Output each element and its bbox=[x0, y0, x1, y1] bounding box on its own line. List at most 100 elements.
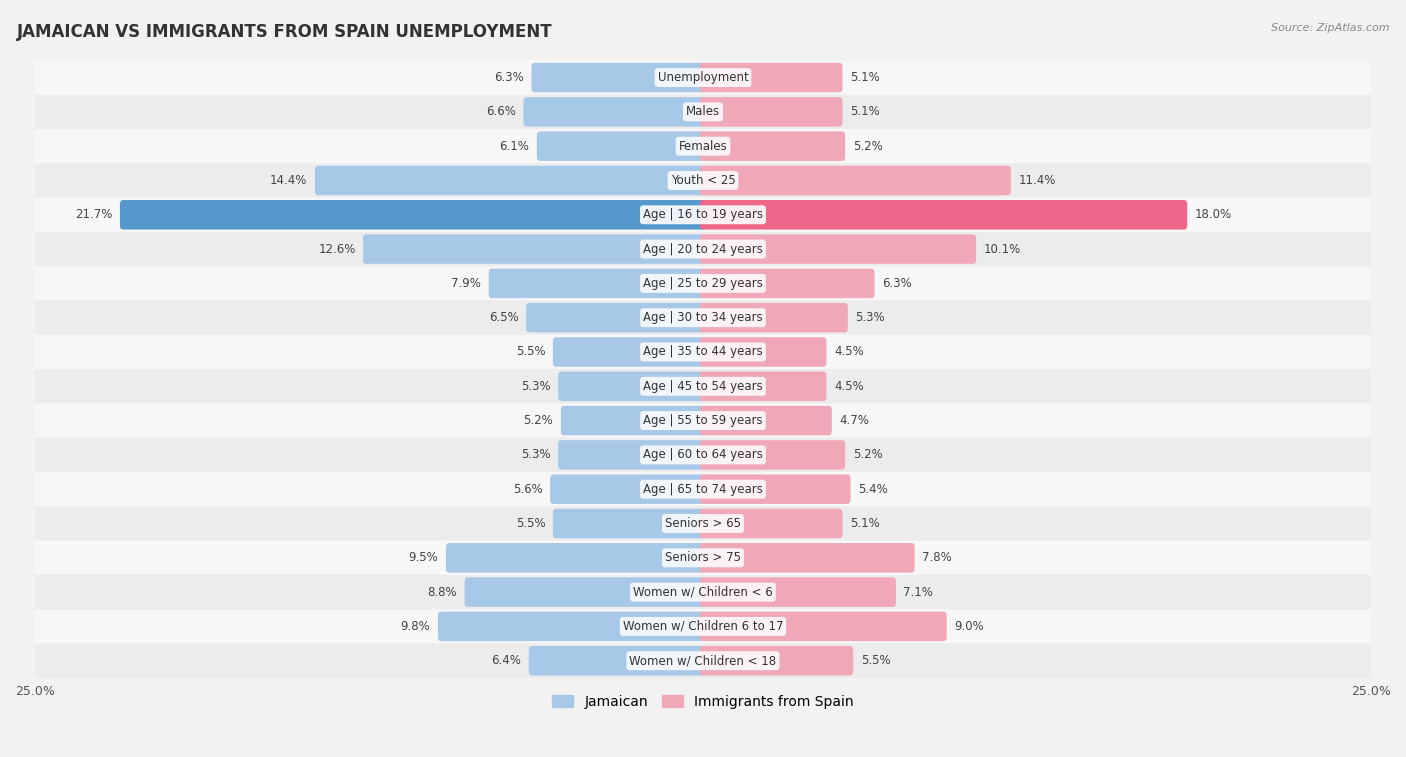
FancyBboxPatch shape bbox=[537, 132, 706, 161]
Text: Seniors > 65: Seniors > 65 bbox=[665, 517, 741, 530]
Text: 9.0%: 9.0% bbox=[955, 620, 984, 633]
Text: 14.4%: 14.4% bbox=[270, 174, 308, 187]
FancyBboxPatch shape bbox=[700, 235, 976, 264]
Text: Age | 55 to 59 years: Age | 55 to 59 years bbox=[643, 414, 763, 427]
FancyBboxPatch shape bbox=[529, 646, 706, 675]
FancyBboxPatch shape bbox=[35, 198, 1371, 232]
Text: 5.3%: 5.3% bbox=[855, 311, 884, 324]
Text: 7.8%: 7.8% bbox=[922, 551, 952, 564]
Text: Women w/ Children < 6: Women w/ Children < 6 bbox=[633, 586, 773, 599]
FancyBboxPatch shape bbox=[700, 475, 851, 504]
Text: Males: Males bbox=[686, 105, 720, 118]
Text: 4.5%: 4.5% bbox=[834, 345, 863, 359]
FancyBboxPatch shape bbox=[558, 372, 706, 401]
Text: 5.3%: 5.3% bbox=[522, 448, 551, 462]
Text: 18.0%: 18.0% bbox=[1195, 208, 1232, 221]
FancyBboxPatch shape bbox=[531, 63, 706, 92]
FancyBboxPatch shape bbox=[120, 200, 706, 229]
FancyBboxPatch shape bbox=[700, 303, 848, 332]
Text: 6.3%: 6.3% bbox=[882, 277, 911, 290]
Text: 5.5%: 5.5% bbox=[516, 517, 546, 530]
FancyBboxPatch shape bbox=[35, 95, 1371, 129]
FancyBboxPatch shape bbox=[700, 509, 842, 538]
FancyBboxPatch shape bbox=[35, 369, 1371, 403]
Text: Unemployment: Unemployment bbox=[658, 71, 748, 84]
Text: 5.5%: 5.5% bbox=[860, 654, 890, 667]
Text: Source: ZipAtlas.com: Source: ZipAtlas.com bbox=[1271, 23, 1389, 33]
FancyBboxPatch shape bbox=[523, 97, 706, 126]
FancyBboxPatch shape bbox=[700, 543, 915, 572]
FancyBboxPatch shape bbox=[315, 166, 706, 195]
Text: 5.1%: 5.1% bbox=[851, 71, 880, 84]
Text: 5.2%: 5.2% bbox=[852, 140, 883, 153]
FancyBboxPatch shape bbox=[437, 612, 706, 641]
Text: JAMAICAN VS IMMIGRANTS FROM SPAIN UNEMPLOYMENT: JAMAICAN VS IMMIGRANTS FROM SPAIN UNEMPL… bbox=[17, 23, 553, 41]
FancyBboxPatch shape bbox=[550, 475, 706, 504]
FancyBboxPatch shape bbox=[700, 97, 842, 126]
FancyBboxPatch shape bbox=[553, 337, 706, 366]
FancyBboxPatch shape bbox=[526, 303, 706, 332]
FancyBboxPatch shape bbox=[35, 575, 1371, 609]
Text: 7.1%: 7.1% bbox=[904, 586, 934, 599]
Text: 5.1%: 5.1% bbox=[851, 105, 880, 118]
FancyBboxPatch shape bbox=[35, 643, 1371, 678]
Text: 5.2%: 5.2% bbox=[523, 414, 554, 427]
Text: Age | 65 to 74 years: Age | 65 to 74 years bbox=[643, 483, 763, 496]
Text: 5.6%: 5.6% bbox=[513, 483, 543, 496]
Text: Youth < 25: Youth < 25 bbox=[671, 174, 735, 187]
Text: Age | 60 to 64 years: Age | 60 to 64 years bbox=[643, 448, 763, 462]
Text: 12.6%: 12.6% bbox=[318, 242, 356, 256]
Text: Age | 25 to 29 years: Age | 25 to 29 years bbox=[643, 277, 763, 290]
FancyBboxPatch shape bbox=[700, 612, 946, 641]
Text: 5.3%: 5.3% bbox=[522, 380, 551, 393]
Legend: Jamaican, Immigrants from Spain: Jamaican, Immigrants from Spain bbox=[547, 689, 859, 714]
FancyBboxPatch shape bbox=[700, 337, 827, 366]
FancyBboxPatch shape bbox=[35, 164, 1371, 198]
Text: Age | 35 to 44 years: Age | 35 to 44 years bbox=[643, 345, 763, 359]
Text: 9.5%: 9.5% bbox=[409, 551, 439, 564]
FancyBboxPatch shape bbox=[700, 406, 832, 435]
Text: Women w/ Children < 18: Women w/ Children < 18 bbox=[630, 654, 776, 667]
Text: 4.7%: 4.7% bbox=[839, 414, 869, 427]
FancyBboxPatch shape bbox=[553, 509, 706, 538]
Text: 4.5%: 4.5% bbox=[834, 380, 863, 393]
FancyBboxPatch shape bbox=[700, 63, 842, 92]
Text: 5.2%: 5.2% bbox=[852, 448, 883, 462]
Text: 10.1%: 10.1% bbox=[984, 242, 1021, 256]
FancyBboxPatch shape bbox=[561, 406, 706, 435]
Text: 6.6%: 6.6% bbox=[486, 105, 516, 118]
FancyBboxPatch shape bbox=[35, 438, 1371, 472]
FancyBboxPatch shape bbox=[35, 61, 1371, 95]
Text: 6.4%: 6.4% bbox=[492, 654, 522, 667]
FancyBboxPatch shape bbox=[700, 440, 845, 469]
FancyBboxPatch shape bbox=[464, 578, 706, 607]
Text: Age | 45 to 54 years: Age | 45 to 54 years bbox=[643, 380, 763, 393]
Text: 5.1%: 5.1% bbox=[851, 517, 880, 530]
Text: Seniors > 75: Seniors > 75 bbox=[665, 551, 741, 564]
Text: Age | 30 to 34 years: Age | 30 to 34 years bbox=[643, 311, 763, 324]
Text: 8.8%: 8.8% bbox=[427, 586, 457, 599]
FancyBboxPatch shape bbox=[363, 235, 706, 264]
FancyBboxPatch shape bbox=[35, 506, 1371, 540]
FancyBboxPatch shape bbox=[35, 540, 1371, 575]
Text: 21.7%: 21.7% bbox=[75, 208, 112, 221]
FancyBboxPatch shape bbox=[35, 266, 1371, 301]
Text: Age | 16 to 19 years: Age | 16 to 19 years bbox=[643, 208, 763, 221]
FancyBboxPatch shape bbox=[35, 129, 1371, 164]
FancyBboxPatch shape bbox=[700, 578, 896, 607]
FancyBboxPatch shape bbox=[35, 403, 1371, 438]
FancyBboxPatch shape bbox=[700, 269, 875, 298]
FancyBboxPatch shape bbox=[35, 335, 1371, 369]
FancyBboxPatch shape bbox=[35, 609, 1371, 643]
Text: 6.5%: 6.5% bbox=[489, 311, 519, 324]
Text: 11.4%: 11.4% bbox=[1018, 174, 1056, 187]
Text: Women w/ Children 6 to 17: Women w/ Children 6 to 17 bbox=[623, 620, 783, 633]
Text: Females: Females bbox=[679, 140, 727, 153]
FancyBboxPatch shape bbox=[700, 372, 827, 401]
FancyBboxPatch shape bbox=[700, 132, 845, 161]
Text: 9.8%: 9.8% bbox=[401, 620, 430, 633]
Text: 5.5%: 5.5% bbox=[516, 345, 546, 359]
Text: 6.3%: 6.3% bbox=[495, 71, 524, 84]
Text: Age | 20 to 24 years: Age | 20 to 24 years bbox=[643, 242, 763, 256]
FancyBboxPatch shape bbox=[558, 440, 706, 469]
